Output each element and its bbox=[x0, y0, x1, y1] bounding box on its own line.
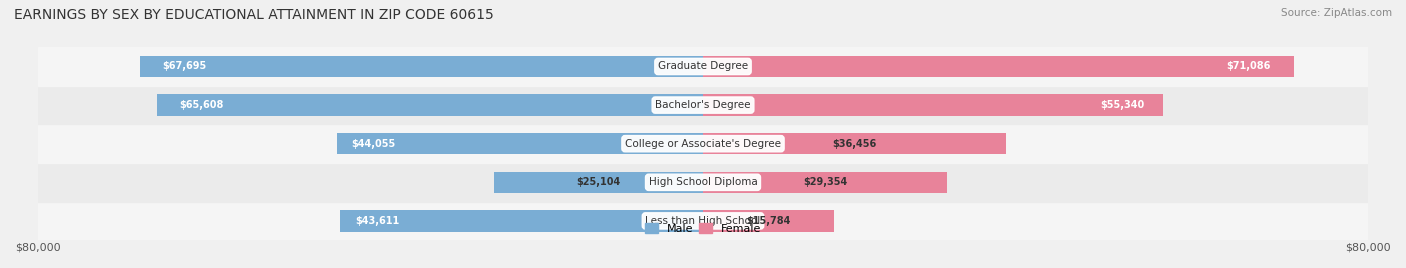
Text: $55,340: $55,340 bbox=[1101, 100, 1144, 110]
Bar bbox=[703, 56, 1294, 77]
Bar bbox=[38, 163, 1368, 202]
Text: Graduate Degree: Graduate Degree bbox=[658, 61, 748, 72]
Text: EARNINGS BY SEX BY EDUCATIONAL ATTAINMENT IN ZIP CODE 60615: EARNINGS BY SEX BY EDUCATIONAL ATTAINMEN… bbox=[14, 8, 494, 22]
Text: $71,086: $71,086 bbox=[1226, 61, 1271, 72]
Bar bbox=[340, 210, 703, 232]
Text: $67,695: $67,695 bbox=[163, 61, 207, 72]
Text: Less than High School: Less than High School bbox=[645, 216, 761, 226]
Text: $44,055: $44,055 bbox=[352, 139, 395, 149]
Bar bbox=[38, 124, 1368, 163]
Bar bbox=[703, 133, 1007, 154]
Text: $15,784: $15,784 bbox=[747, 216, 790, 226]
Text: $36,456: $36,456 bbox=[832, 139, 877, 149]
Text: $65,608: $65,608 bbox=[180, 100, 224, 110]
Bar bbox=[703, 172, 948, 193]
Text: $25,104: $25,104 bbox=[576, 177, 621, 187]
Bar bbox=[703, 94, 1163, 116]
Legend: Male, Female: Male, Female bbox=[640, 219, 766, 239]
Bar bbox=[495, 172, 703, 193]
Bar bbox=[38, 86, 1368, 124]
Bar bbox=[157, 94, 703, 116]
Text: College or Associate's Degree: College or Associate's Degree bbox=[626, 139, 780, 149]
Bar bbox=[336, 133, 703, 154]
Bar bbox=[38, 202, 1368, 240]
Text: Source: ZipAtlas.com: Source: ZipAtlas.com bbox=[1281, 8, 1392, 18]
Bar bbox=[703, 210, 834, 232]
Text: $29,354: $29,354 bbox=[803, 177, 848, 187]
Text: $43,611: $43,611 bbox=[354, 216, 399, 226]
Text: Bachelor's Degree: Bachelor's Degree bbox=[655, 100, 751, 110]
Text: High School Diploma: High School Diploma bbox=[648, 177, 758, 187]
Bar bbox=[38, 47, 1368, 86]
Bar bbox=[141, 56, 703, 77]
